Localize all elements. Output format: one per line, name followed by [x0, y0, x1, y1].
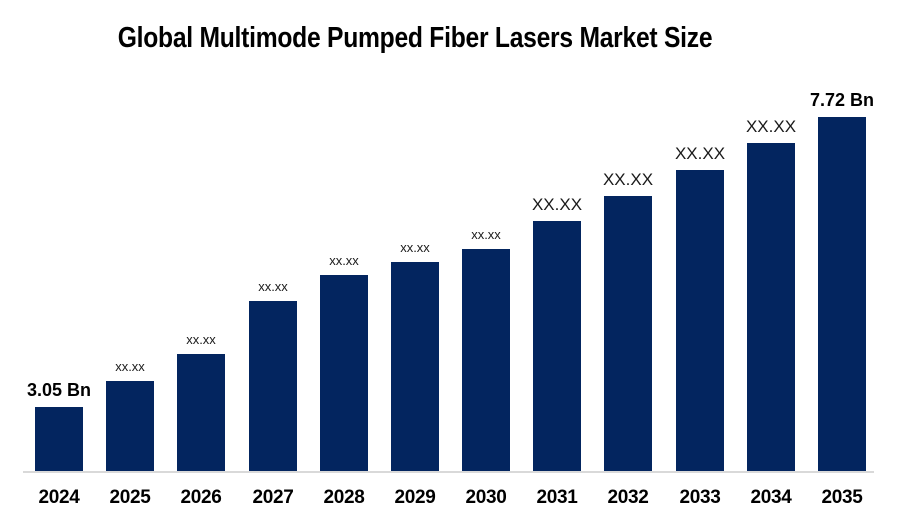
x-axis-label: 2031 — [536, 487, 578, 508]
bar-group: xx.xx — [106, 360, 154, 472]
x-axis-label: 2025 — [109, 487, 151, 508]
bar-value-label: XX.XX — [674, 144, 726, 163]
bar-group: xx.xx — [462, 228, 510, 472]
plot-area: 3.05 Bn xx.xx xx.xx xx.xx xx.xx xx.xx xx.xx XX.… — [27, 91, 874, 472]
bar — [818, 117, 866, 472]
bar — [177, 354, 225, 472]
x-axis-label: 2032 — [607, 487, 649, 508]
bar-value-label: xx.xx — [115, 359, 145, 374]
bar-group: xx.xx — [177, 333, 225, 472]
x-axis-label: 2033 — [679, 487, 721, 508]
bar-value-label: xx.xx — [471, 227, 501, 242]
x-axis-label: 2030 — [465, 487, 507, 508]
bar-value-label: xx.xx — [186, 332, 216, 347]
bar-group: xx.xx — [391, 241, 439, 472]
bar — [320, 275, 368, 472]
bar-group: 3.05 Bn — [27, 381, 91, 472]
x-axis-label: 2028 — [323, 487, 365, 508]
chart-title: Global Multimode Pumped Fiber Lasers Mar… — [117, 22, 713, 54]
bar-value-label: 7.72 Bn — [809, 90, 875, 110]
x-axis-label: 2034 — [750, 487, 792, 508]
x-axis-label: 2035 — [821, 487, 863, 508]
bar-group: xx.xx — [249, 280, 297, 472]
x-axis-label: 2024 — [38, 487, 80, 508]
bar-group: xx.xx — [320, 254, 368, 472]
x-axis-line — [23, 471, 874, 473]
bar — [747, 143, 795, 472]
bar-value-label: xx.xx — [258, 279, 288, 294]
bar — [533, 221, 581, 472]
bar — [106, 381, 154, 472]
bar-value-label: xx.xx — [400, 240, 430, 255]
bar-value-label: XX.XX — [531, 195, 583, 214]
bar-group: XX.XX — [603, 171, 653, 472]
bar — [462, 249, 510, 472]
bar — [604, 196, 652, 472]
bar — [391, 262, 439, 472]
bar-group: XX.XX — [675, 145, 725, 472]
bar — [249, 301, 297, 472]
bar-value-label: 3.05 Bn — [26, 380, 92, 400]
bar-group: 7.72 Bn — [810, 91, 874, 472]
bar — [35, 407, 83, 472]
bar — [676, 170, 724, 472]
x-axis-label: 2027 — [252, 487, 294, 508]
bar-group: XX.XX — [746, 118, 796, 472]
x-axis-label: 2029 — [394, 487, 436, 508]
bar-group: XX.XX — [532, 196, 582, 472]
bar-value-label: XX.XX — [602, 170, 654, 189]
bar-value-label: XX.XX — [745, 117, 797, 136]
x-axis-label: 2026 — [180, 487, 222, 508]
bar-value-label: xx.xx — [329, 253, 359, 268]
